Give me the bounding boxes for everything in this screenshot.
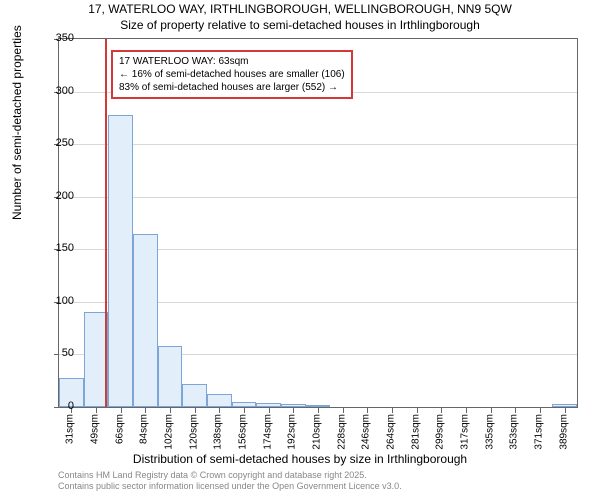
xtick-mark xyxy=(219,408,220,413)
xtick-label: 192sqm xyxy=(287,414,298,450)
xtick-label: 174sqm xyxy=(262,414,273,450)
footer-line-1: Contains HM Land Registry data © Crown c… xyxy=(58,470,402,481)
annotation-line-3: 83% of semi-detached houses are larger (… xyxy=(119,81,345,94)
xtick-mark xyxy=(293,408,294,413)
xtick-mark xyxy=(491,408,492,413)
title-line-2: Size of property relative to semi-detach… xyxy=(0,18,600,34)
xtick-mark xyxy=(121,408,122,413)
x-axis-label: Distribution of semi-detached houses by … xyxy=(0,452,600,466)
ytick-label: 150 xyxy=(44,242,74,254)
xtick-mark xyxy=(466,408,467,413)
xtick-label: 246sqm xyxy=(361,414,372,450)
histogram-bar xyxy=(182,384,207,407)
xtick-mark xyxy=(170,408,171,413)
xtick-mark xyxy=(96,408,97,413)
chart-titles: 17, WATERLOO WAY, IRTHLINGBOROUGH, WELLI… xyxy=(0,2,600,33)
footer-line-2: Contains public sector information licen… xyxy=(58,481,402,492)
xtick-label: 281sqm xyxy=(410,414,421,450)
histogram-bar xyxy=(158,346,183,407)
xtick-label: 371sqm xyxy=(534,414,545,450)
histogram-bar xyxy=(108,115,133,407)
title-line-1: 17, WATERLOO WAY, IRTHLINGBOROUGH, WELLI… xyxy=(0,2,600,18)
xtick-label: 264sqm xyxy=(386,414,397,450)
gridline xyxy=(59,197,577,198)
xtick-label: 49sqm xyxy=(90,414,101,444)
annotation-line-1: 17 WATERLOO WAY: 63sqm xyxy=(119,55,345,68)
ytick-label: 200 xyxy=(44,190,74,202)
plot-region: 17 WATERLOO WAY: 63sqm← 16% of semi-deta… xyxy=(58,38,578,408)
xtick-label: 299sqm xyxy=(435,414,446,450)
xtick-label: 84sqm xyxy=(139,414,150,444)
xtick-label: 353sqm xyxy=(509,414,520,450)
xtick-mark xyxy=(565,408,566,413)
histogram-bar xyxy=(207,394,232,407)
xtick-mark xyxy=(145,408,146,413)
property-marker-line xyxy=(105,39,107,407)
xtick-label: 31sqm xyxy=(65,414,76,444)
xtick-mark xyxy=(269,408,270,413)
xtick-mark xyxy=(392,408,393,413)
xtick-mark xyxy=(318,408,319,413)
xtick-mark xyxy=(515,408,516,413)
xtick-label: 102sqm xyxy=(164,414,175,450)
histogram-bar xyxy=(306,405,331,407)
ytick-label: 50 xyxy=(44,347,74,359)
xtick-mark xyxy=(367,408,368,413)
ytick-label: 0 xyxy=(44,400,74,412)
histogram-bar xyxy=(281,404,306,407)
gridline xyxy=(59,144,577,145)
xtick-mark xyxy=(441,408,442,413)
xtick-label: 389sqm xyxy=(558,414,569,450)
ytick-label: 350 xyxy=(44,32,74,44)
xtick-label: 228sqm xyxy=(336,414,347,450)
xtick-label: 156sqm xyxy=(238,414,249,450)
xtick-label: 317sqm xyxy=(460,414,471,450)
xtick-label: 66sqm xyxy=(114,414,125,444)
ytick-label: 250 xyxy=(44,137,74,149)
y-axis-label: Number of semi-detached properties xyxy=(10,25,24,220)
xtick-label: 120sqm xyxy=(188,414,199,450)
chart-area: 17 WATERLOO WAY: 63sqm← 16% of semi-deta… xyxy=(58,38,578,408)
annotation-line-2: ← 16% of semi-detached houses are smalle… xyxy=(119,68,345,81)
ytick-label: 100 xyxy=(44,295,74,307)
ytick-label: 300 xyxy=(44,85,74,97)
xtick-mark xyxy=(244,408,245,413)
histogram-bar xyxy=(232,402,257,407)
xtick-label: 210sqm xyxy=(312,414,323,450)
histogram-bar xyxy=(133,234,158,407)
histogram-bar xyxy=(256,403,281,407)
annotation-box: 17 WATERLOO WAY: 63sqm← 16% of semi-deta… xyxy=(111,50,353,99)
xtick-mark xyxy=(540,408,541,413)
footer-credits: Contains HM Land Registry data © Crown c… xyxy=(58,470,402,493)
xtick-mark xyxy=(417,408,418,413)
xtick-label: 335sqm xyxy=(484,414,495,450)
xtick-label: 138sqm xyxy=(213,414,224,450)
xtick-mark xyxy=(195,408,196,413)
histogram-bar xyxy=(552,404,577,407)
xtick-mark xyxy=(343,408,344,413)
